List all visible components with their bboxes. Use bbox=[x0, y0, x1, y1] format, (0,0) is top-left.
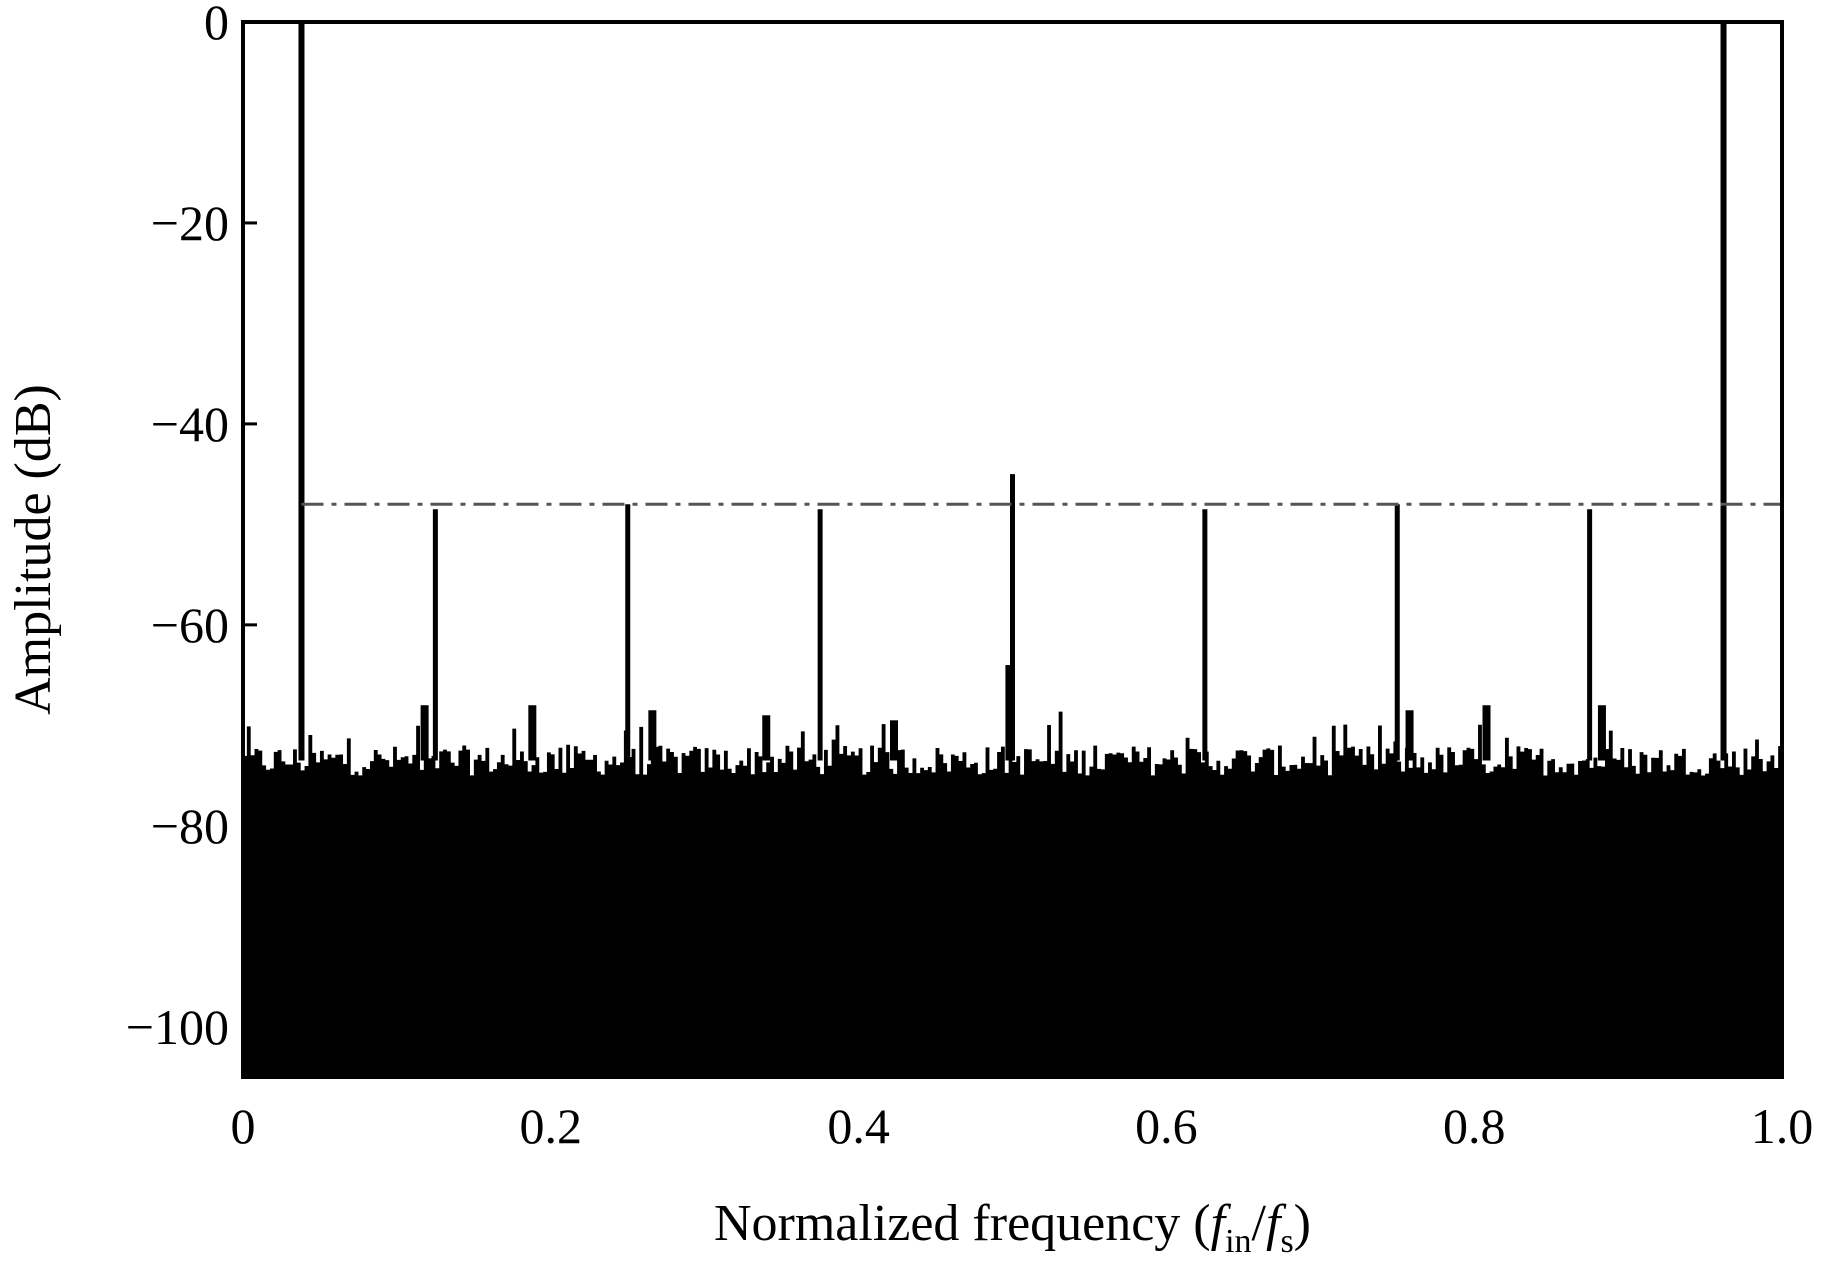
x-axis: 0 0.2 0.4 0.6 0.8 1.0 bbox=[231, 1063, 1814, 1154]
noise-bump bbox=[420, 705, 429, 761]
noise-bump bbox=[648, 710, 657, 761]
plot-frame bbox=[241, 20, 1784, 1079]
noise-bump bbox=[1405, 710, 1414, 761]
y-tick-label: −80 bbox=[151, 798, 229, 854]
x-tick-label: 0.2 bbox=[520, 1098, 583, 1154]
x-axis-title-slash: / bbox=[1252, 1195, 1267, 1252]
x-tick-label: 0 bbox=[231, 1098, 256, 1154]
noise-floor-area bbox=[243, 711, 1782, 1077]
y-tick-label: −60 bbox=[151, 597, 229, 653]
noise-bump bbox=[528, 705, 537, 761]
x-tick-label: 0.8 bbox=[1443, 1098, 1506, 1154]
x-tick-label: 0.6 bbox=[1135, 1098, 1198, 1154]
x-tick-label: 1.0 bbox=[1751, 1098, 1814, 1154]
y-axis: 0 −20 −40 −60 −80 −100 bbox=[126, 0, 257, 1055]
y-tick-label: −40 bbox=[151, 396, 229, 452]
x-axis-title-sub2: s bbox=[1280, 1223, 1293, 1260]
y-tick-label: 0 bbox=[204, 0, 229, 50]
y-tick-label: −20 bbox=[151, 195, 229, 251]
noise-bump bbox=[1005, 665, 1014, 761]
noise-bump bbox=[890, 720, 898, 761]
x-tick-label: 0.4 bbox=[827, 1098, 890, 1154]
x-axis-title-sub1: in bbox=[1225, 1223, 1251, 1260]
y-axis-title: Amplitude (dB) bbox=[5, 384, 62, 715]
noise-floor bbox=[243, 665, 1782, 1077]
spur-lines bbox=[298, 22, 1727, 761]
x-axis-title-prefix: Normalized frequency ( bbox=[714, 1195, 1211, 1252]
x-axis-title: Normalized frequency (fin/fs) bbox=[714, 1195, 1311, 1260]
x-axis-title-suffix: ) bbox=[1294, 1195, 1311, 1252]
noise-bump bbox=[1482, 705, 1491, 761]
y-tick-label: −100 bbox=[126, 999, 229, 1055]
noise-bump bbox=[1597, 705, 1606, 761]
noise-bump bbox=[762, 715, 771, 761]
